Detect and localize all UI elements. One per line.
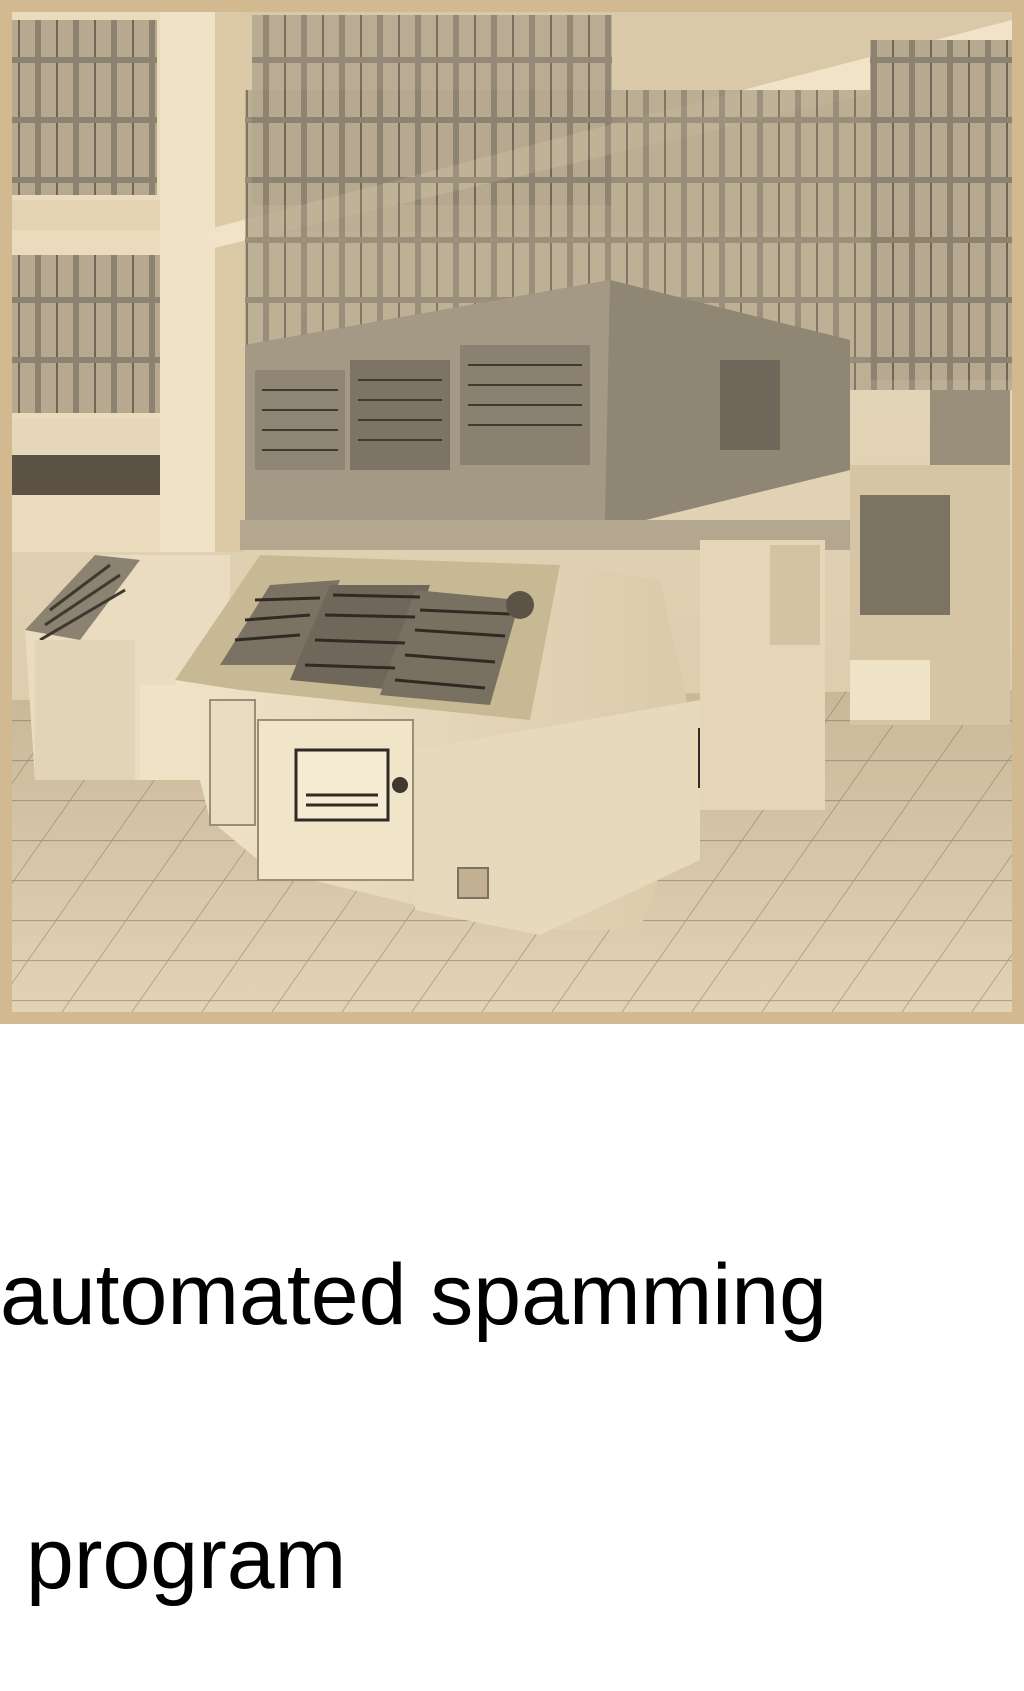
right-building xyxy=(205,12,1012,390)
caption: automated spamming program xyxy=(0,1075,1024,1691)
left-building xyxy=(12,12,245,552)
middle-cabinet xyxy=(700,540,825,810)
main-console xyxy=(175,555,728,935)
caption-line-2: program xyxy=(26,1511,347,1607)
caption-line-1: automated spamming xyxy=(0,1247,827,1343)
machine-photo xyxy=(0,0,1024,1024)
console-label-plate xyxy=(294,748,390,822)
upper-cabinet xyxy=(240,280,850,550)
console-panels xyxy=(220,580,534,705)
right-machine xyxy=(850,390,1010,725)
